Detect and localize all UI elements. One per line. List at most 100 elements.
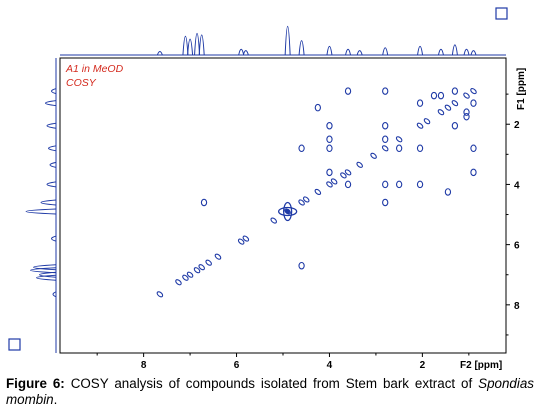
f1-projection-peak	[36, 274, 57, 281]
f2-projection-peak	[451, 44, 458, 56]
f2-projection-peak	[345, 48, 352, 56]
solvent-peak	[285, 209, 291, 215]
f2-projection-peak	[156, 51, 163, 56]
f2-projection-peak	[470, 50, 477, 56]
diagonal-peak	[437, 109, 445, 116]
figure-caption: Figure 6: COSY analysis of compounds iso…	[6, 376, 534, 408]
f2-projection-peak	[437, 48, 444, 56]
cross-peak	[382, 135, 389, 144]
f2-projection-peak	[298, 40, 305, 56]
diagonal-peak	[356, 161, 363, 168]
solvent-peak	[277, 206, 298, 217]
diagonal-peak	[330, 178, 338, 185]
diagonal-peak	[423, 118, 431, 125]
cross-peak	[298, 144, 305, 153]
diagonal-peak	[451, 100, 459, 107]
solvent-peak	[282, 201, 293, 222]
diagonal-peak	[344, 169, 352, 176]
diagonal-peak	[302, 196, 310, 203]
diagonal-peak	[205, 259, 212, 266]
cross-peak	[298, 261, 305, 270]
cross-peak	[463, 108, 470, 116]
contour-peaks	[156, 87, 477, 298]
f2-projection-peak	[242, 50, 249, 56]
cross-peak	[437, 91, 445, 100]
diagonal-peak	[186, 271, 194, 278]
corner-square-icon[interactable]	[495, 7, 508, 20]
experiment-annotation: COSY	[66, 77, 97, 89]
cross-peak	[326, 144, 333, 153]
caption-text: COSY analysis of compounds isolated from…	[64, 376, 479, 391]
diagonal-peak	[156, 291, 164, 298]
diagonal-peak	[444, 104, 452, 111]
cross-peak	[326, 121, 333, 130]
y-axis-label: F1 [ppm]	[516, 68, 527, 110]
cross-peak	[395, 144, 403, 153]
f1-projection-spectrum	[25, 58, 57, 353]
diagonal-peak	[242, 235, 250, 242]
y-tick-label: 4	[514, 180, 520, 191]
corner-square-icon[interactable]	[8, 338, 21, 351]
diagonal-peak	[198, 264, 205, 271]
cross-peak	[463, 112, 470, 121]
diagonal-peak	[416, 122, 424, 129]
f2-projection-peak	[238, 48, 245, 56]
cross-peak	[416, 180, 424, 189]
cross-peak	[326, 168, 333, 177]
cross-peak	[326, 135, 333, 144]
diagonal-peak	[214, 253, 222, 260]
cross-peak	[470, 144, 477, 153]
diagonal-peak	[370, 152, 377, 159]
diagonal-peak	[340, 172, 347, 179]
y-tick-label: 6	[514, 241, 520, 252]
diagonal-peak	[237, 238, 245, 245]
caption-species: Spondias mombin	[6, 376, 534, 407]
f1-projection-peak	[30, 267, 57, 274]
diagonal-peak	[463, 92, 470, 99]
f2-projection-peak	[284, 26, 291, 56]
diagonal-peak	[193, 267, 201, 274]
cross-peak	[314, 103, 321, 112]
x-tick-label: 6	[234, 360, 240, 371]
cross-peak	[416, 99, 424, 107]
f2-projection-peak	[326, 45, 333, 56]
f1-projection-peak	[39, 271, 57, 278]
cross-peak	[344, 180, 352, 189]
cross-peak	[451, 121, 459, 130]
cross-peak	[382, 87, 389, 95]
diagonal-peak	[270, 217, 277, 224]
cross-peak	[382, 198, 389, 207]
cross-peak	[470, 168, 477, 177]
diagonal-peak	[395, 136, 403, 143]
f2-projection-peak	[182, 35, 189, 56]
f1-projection-peak	[49, 161, 57, 168]
caption-label: Figure 6:	[6, 376, 65, 391]
diagonal-peak	[381, 145, 389, 152]
f1-projection-peak	[33, 264, 57, 271]
diagonal-peak	[470, 88, 477, 95]
f2-projection-peak	[417, 45, 424, 56]
diagonal-peak	[298, 199, 305, 206]
diagonal-peak	[182, 274, 189, 281]
cross-peak	[451, 87, 459, 95]
f1-projection-peak	[45, 100, 57, 107]
sample-annotation: A1 in MeOD	[65, 63, 124, 75]
f1-projection-peak	[40, 199, 57, 206]
cross-peak	[382, 180, 389, 189]
f2-projection-peak	[198, 34, 205, 56]
cross-peak	[200, 198, 208, 207]
f1-projection-peak	[51, 235, 57, 242]
f2-projection-peak	[382, 47, 389, 56]
plot-frame	[59, 57, 507, 354]
f2-projection-peak	[194, 32, 201, 56]
x-tick-label: 8	[141, 360, 147, 371]
x-tick-label: 2	[420, 360, 426, 371]
f1-projection-peak	[48, 145, 57, 152]
f2-projection-spectrum	[60, 26, 506, 56]
f1-projection-peak	[46, 181, 57, 188]
f2-projection-peak	[356, 50, 363, 56]
y-tick-label: 8	[514, 301, 520, 312]
x-tick-label: 4	[327, 360, 333, 371]
f1-projection-peak	[46, 122, 57, 129]
diagonal-peak	[175, 279, 182, 286]
